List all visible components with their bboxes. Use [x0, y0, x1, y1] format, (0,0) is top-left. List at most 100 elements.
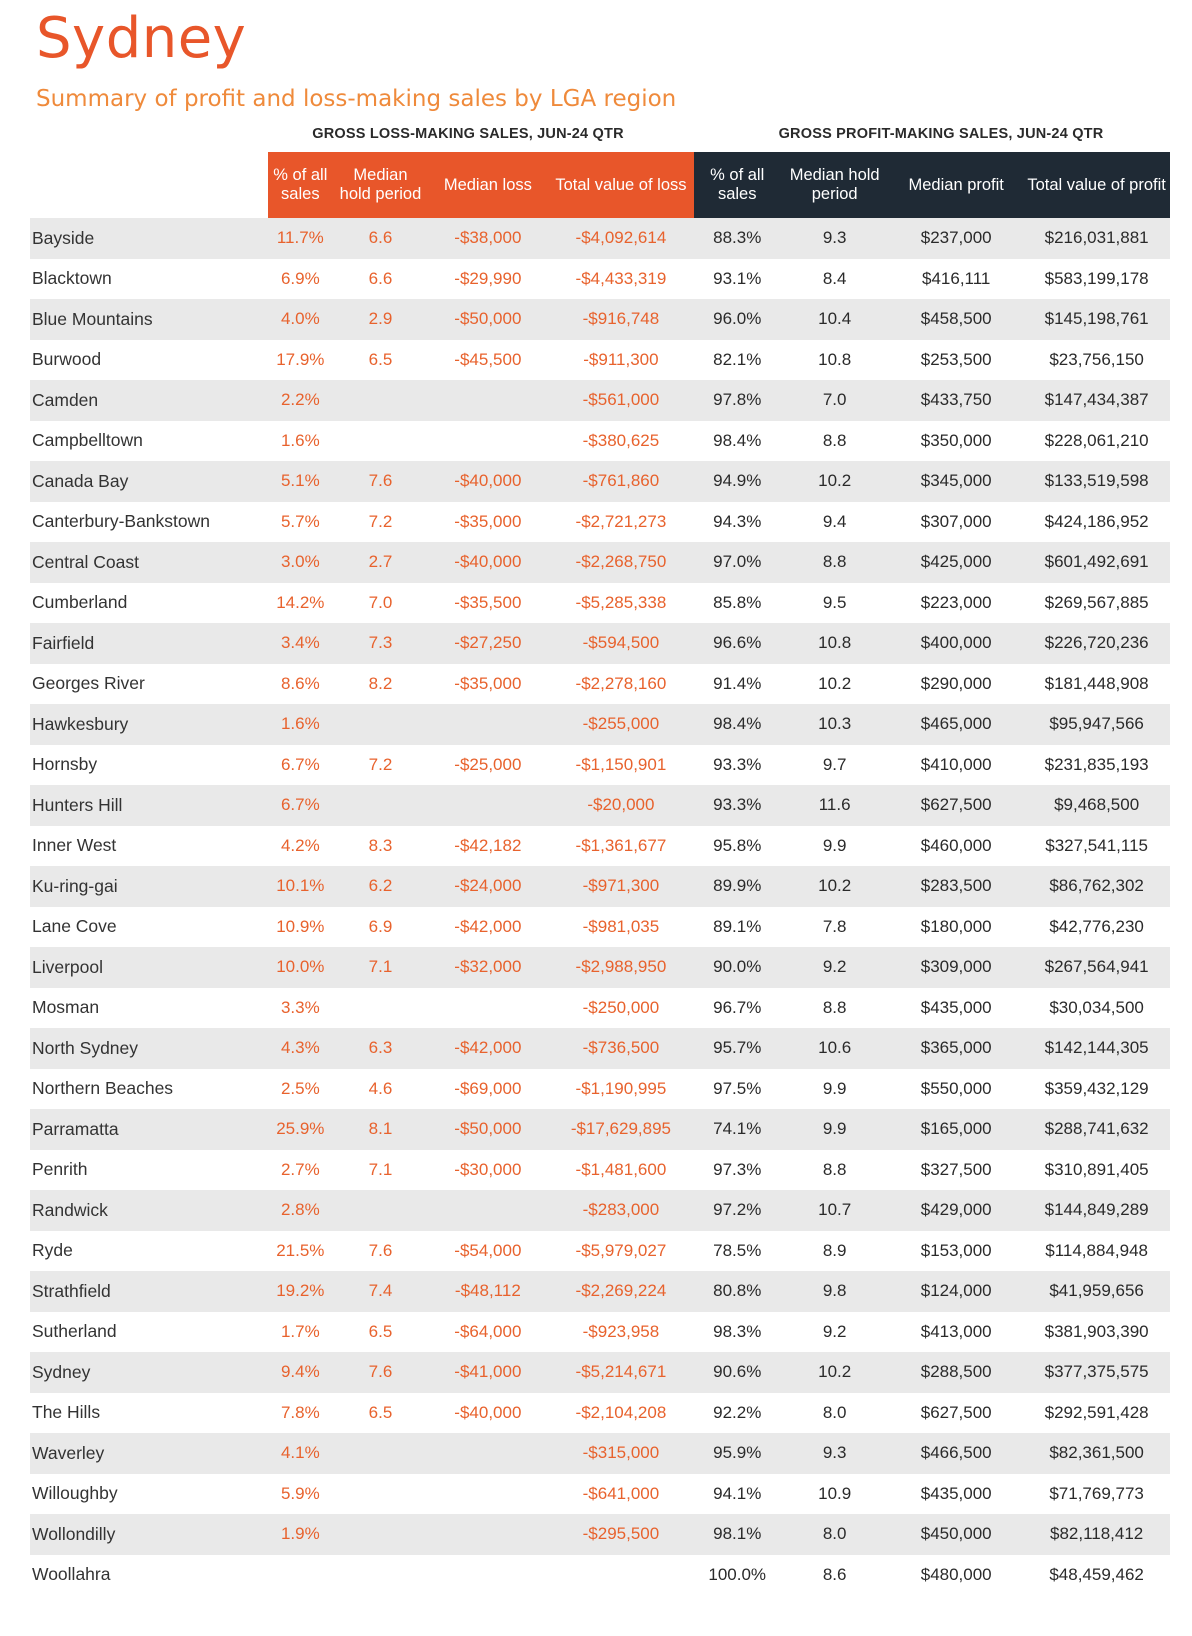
- loss-total-cell: -$5,285,338: [575, 592, 667, 612]
- loss-median-cell: -$24,000: [428, 866, 548, 907]
- table-row: Georges River 8.6% 8.2 -$35,000 -$2,278,160 9…: [30, 664, 1170, 705]
- profit-median-cell: $435,000: [920, 997, 992, 1017]
- lga-name-cell: Campbelltown: [32, 430, 143, 451]
- header-profit-median: Median profit: [889, 152, 1024, 218]
- loss-median-cell: -$32,000: [428, 947, 548, 988]
- profit-hold-cell: 10.4: [780, 299, 890, 340]
- profit-group-header: GROSS PROFIT-MAKING SALES, JUN-24 QTR: [778, 126, 1104, 142]
- profit-total-cell: $228,061,210: [1044, 430, 1149, 450]
- profit-median-cell: $365,000: [889, 1028, 1024, 1069]
- loss-pct-cell: 2.2%: [267, 380, 333, 421]
- profit-total-cell: $142,144,305: [1023, 1028, 1170, 1069]
- profit-total-cell: $583,199,178: [1044, 268, 1149, 288]
- profit-total-cell: $226,720,236: [1023, 623, 1170, 664]
- profit-median-cell: $465,000: [889, 704, 1024, 745]
- profit-hold-cell: 10.8: [818, 349, 852, 369]
- profit-pct-cell: 98.1%: [694, 1514, 781, 1555]
- table-row: Fairfield 3.4% 7.3 -$27,250 -$594,500 96.6% 10…: [30, 623, 1170, 664]
- profit-total-cell: $23,756,150: [1049, 349, 1144, 369]
- lga-name-cell: Camden: [30, 380, 268, 421]
- header-loss-median: Median loss: [428, 152, 548, 218]
- profit-hold-cell: 10.9: [818, 1483, 852, 1503]
- profit-pct-cell: 89.1%: [713, 916, 762, 936]
- table-row: Ku-ring-gai 10.1% 6.2 -$24,000 -$971,300 89.9…: [30, 866, 1170, 907]
- loss-median-cell: -$69,000: [454, 1078, 522, 1098]
- profit-total-cell: $145,198,761: [1023, 299, 1170, 340]
- lga-name-cell: Georges River: [32, 673, 145, 694]
- profit-median-cell: $435,000: [920, 1483, 992, 1503]
- loss-median-cell: [428, 988, 547, 1029]
- table-row: Strathfield 19.2% 7.4 -$48,112 -$2,269,224 80…: [30, 1271, 1170, 1312]
- profit-pct-cell: 94.1%: [713, 1483, 762, 1503]
- loss-hold-cell: 7.6: [332, 1352, 429, 1393]
- profit-pct-cell: 85.8%: [713, 592, 762, 612]
- loss-total-cell: -$2,721,273: [575, 511, 667, 531]
- table-row: North Sydney 4.3% 6.3 -$42,000 -$736,500 95.7…: [30, 1028, 1170, 1069]
- profit-total-cell: $231,835,193: [1044, 754, 1149, 774]
- loss-median-cell: -$48,112: [428, 1271, 548, 1312]
- loss-pct-cell: 9.4%: [267, 1352, 333, 1393]
- lga-name-cell: Ku-ring-gai: [30, 866, 268, 907]
- profit-hold-cell: 9.3: [780, 1433, 890, 1474]
- profit-pct-cell: 90.0%: [694, 947, 781, 988]
- lga-name-cell: Penrith: [32, 1159, 88, 1180]
- profit-median-cell: $550,000: [920, 1078, 992, 1098]
- table-body: Bayside 11.7% 6.6 -$38,000 -$4,092,614 88.3% 9…: [30, 218, 1170, 1595]
- profit-pct-cell: 89.9%: [694, 866, 781, 907]
- loss-median-cell: [428, 1433, 548, 1474]
- loss-total-cell: -$5,979,027: [575, 1240, 667, 1260]
- loss-total-cell: -$2,269,224: [547, 1271, 695, 1312]
- lga-name-cell: Woollahra: [32, 1564, 111, 1585]
- profit-pct-cell: 96.6%: [694, 623, 781, 664]
- profit-pct-cell: 98.4%: [713, 430, 762, 450]
- profit-hold-cell: 9.5: [822, 592, 847, 612]
- profit-median-cell: $350,000: [920, 430, 992, 450]
- profit-hold-cell: 9.9: [780, 1109, 890, 1150]
- table-row: Penrith 2.7% 7.1 -$30,000 -$1,481,600 97.3% 8.…: [30, 1150, 1170, 1191]
- loss-hold-cell: 8.1: [332, 1109, 429, 1150]
- header-profit-pct: % of all sales: [694, 152, 781, 218]
- lga-name-cell: Wollondilly: [30, 1514, 268, 1555]
- loss-hold-cell: 4.6: [368, 1078, 393, 1098]
- profit-pct-cell: 100.0%: [708, 1564, 767, 1584]
- profit-total-cell: $181,448,908: [1044, 673, 1149, 693]
- profit-median-cell: $180,000: [920, 916, 992, 936]
- loss-pct-cell: 5.7%: [280, 511, 320, 531]
- loss-hold-cell: 6.3: [332, 1028, 429, 1069]
- loss-total-cell: -$2,988,950: [547, 947, 695, 988]
- loss-hold-cell: 8.3: [368, 835, 393, 855]
- table-row: Blacktown 6.9% 6.6 -$29,990 -$4,433,319 93.1%…: [30, 259, 1170, 300]
- lga-name-cell: Randwick: [30, 1190, 268, 1231]
- loss-pct-cell: 5.1%: [267, 461, 333, 502]
- loss-hold-cell: 6.9: [368, 916, 393, 936]
- profit-hold-cell: 8.8: [822, 430, 847, 450]
- lga-name-cell: Sutherland: [32, 1321, 117, 1342]
- lga-name-cell: Hawkesbury: [30, 704, 268, 745]
- loss-total-cell: -$1,150,901: [575, 754, 667, 774]
- profit-pct-cell: 98.3%: [713, 1321, 762, 1341]
- loss-pct-cell: 3.4%: [267, 623, 333, 664]
- lga-name-cell: North Sydney: [30, 1028, 268, 1069]
- loss-hold-cell: [332, 704, 429, 745]
- table-row: Lane Cove 10.9% 6.9 -$42,000 -$981,035 89.1% 7…: [30, 907, 1170, 948]
- profit-hold-cell: 7.0: [780, 380, 890, 421]
- loss-hold-cell: 7.1: [332, 947, 429, 988]
- profit-median-cell: $223,000: [920, 592, 992, 612]
- loss-pct-cell: 4.2%: [280, 835, 320, 855]
- loss-pct-cell: [268, 1555, 333, 1596]
- profit-total-cell: $288,741,632: [1023, 1109, 1170, 1150]
- loss-median-cell: -$40,000: [428, 461, 548, 502]
- loss-hold-cell: 2.7: [332, 542, 429, 583]
- table-row: Camden 2.2% -$561,000 97.8% 7.0 $433,750 $147,…: [30, 380, 1170, 421]
- loss-hold-cell: 7.6: [332, 461, 429, 502]
- profit-hold-cell: 10.2: [780, 1352, 890, 1393]
- loss-pct-cell: 10.9%: [276, 916, 325, 936]
- profit-total-cell: $216,031,881: [1023, 218, 1170, 259]
- loss-total-cell: -$380,625: [582, 430, 660, 450]
- profit-total-cell: $71,769,773: [1049, 1483, 1144, 1503]
- profit-median-cell: $458,500: [889, 299, 1024, 340]
- header-loss-pct: % of all sales: [267, 152, 333, 218]
- loss-pct-cell: 6.9%: [280, 268, 320, 288]
- profit-hold-cell: 10.2: [780, 461, 890, 502]
- loss-median-cell: -$50,000: [428, 299, 548, 340]
